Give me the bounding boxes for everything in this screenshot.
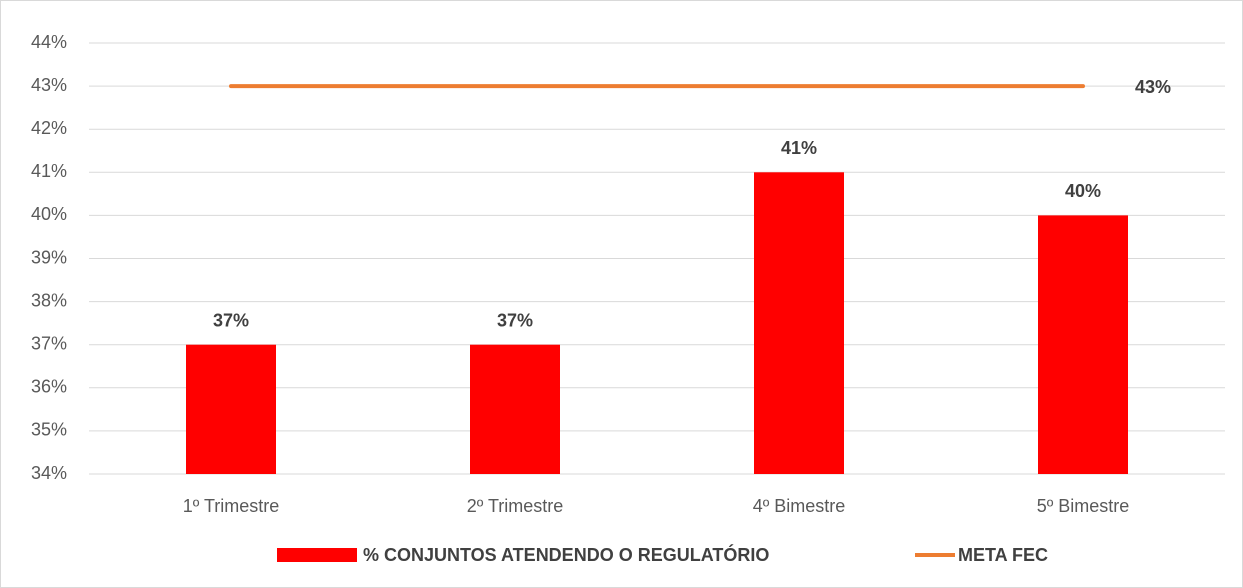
y-tick-label: 43% [31, 75, 67, 95]
legend-label: % CONJUNTOS ATENDENDO O REGULATÓRIO [363, 544, 769, 565]
y-tick-label: 44% [31, 32, 67, 52]
bar [754, 172, 844, 475]
data-label: 37% [213, 310, 249, 330]
data-label: 41% [781, 138, 817, 158]
bar [470, 344, 560, 474]
y-tick-label: 38% [31, 290, 67, 310]
y-tick-label: 42% [31, 118, 67, 138]
data-label: 43% [1135, 77, 1171, 97]
x-tick-label: 4º Bimestre [753, 496, 846, 516]
y-tick-label: 37% [31, 333, 67, 353]
legend-swatch [277, 548, 357, 562]
y-tick-label: 40% [31, 204, 67, 224]
y-tick-label: 39% [31, 247, 67, 267]
bar [186, 344, 276, 474]
data-label: 37% [497, 310, 533, 330]
data-label: 40% [1065, 181, 1101, 201]
y-tick-label: 41% [31, 161, 67, 181]
legend-label: META FEC [958, 545, 1048, 565]
y-tick-label: 34% [31, 463, 67, 483]
x-tick-label: 1º Trimestre [183, 496, 280, 516]
y-tick-label: 36% [31, 377, 67, 397]
y-tick-label: 35% [31, 420, 67, 440]
x-tick-label: 5º Bimestre [1037, 496, 1130, 516]
x-tick-label: 2º Trimestre [467, 496, 564, 516]
bar [1038, 215, 1128, 474]
